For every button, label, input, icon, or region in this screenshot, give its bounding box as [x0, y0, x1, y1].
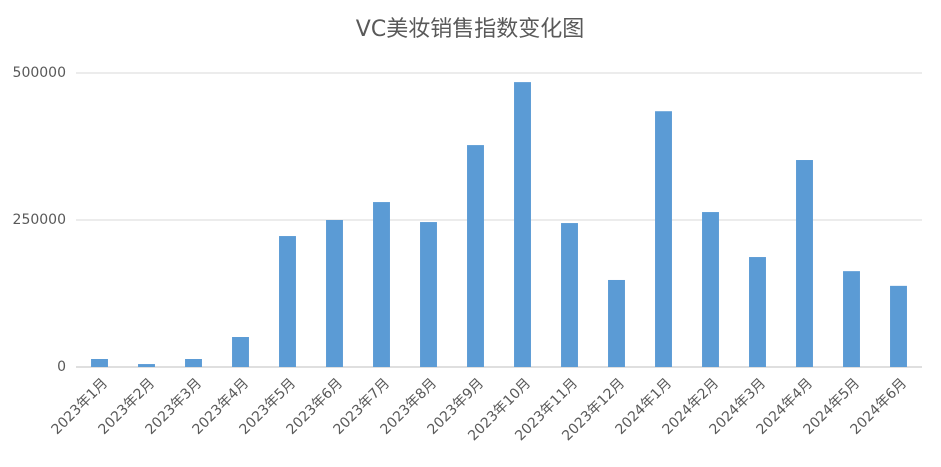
bar	[796, 160, 813, 367]
chart-title: VC美妆销售指数变化图	[356, 17, 584, 42]
bar	[890, 285, 907, 367]
bar	[655, 111, 672, 367]
bar	[279, 236, 296, 367]
bar	[185, 359, 202, 367]
bar	[561, 223, 578, 367]
bar	[91, 359, 108, 367]
bar	[326, 220, 343, 367]
bar	[702, 212, 719, 367]
bar	[608, 279, 625, 367]
bar	[373, 202, 390, 367]
bar	[749, 257, 766, 367]
bar	[420, 222, 437, 367]
y-tick-label: 0	[57, 359, 66, 375]
bar	[232, 337, 249, 367]
y-tick-label: 250000	[13, 212, 66, 228]
bar	[467, 145, 484, 367]
bar	[843, 271, 860, 367]
y-tick-label: 500000	[13, 65, 66, 81]
bar	[514, 82, 531, 367]
bar	[138, 364, 155, 367]
